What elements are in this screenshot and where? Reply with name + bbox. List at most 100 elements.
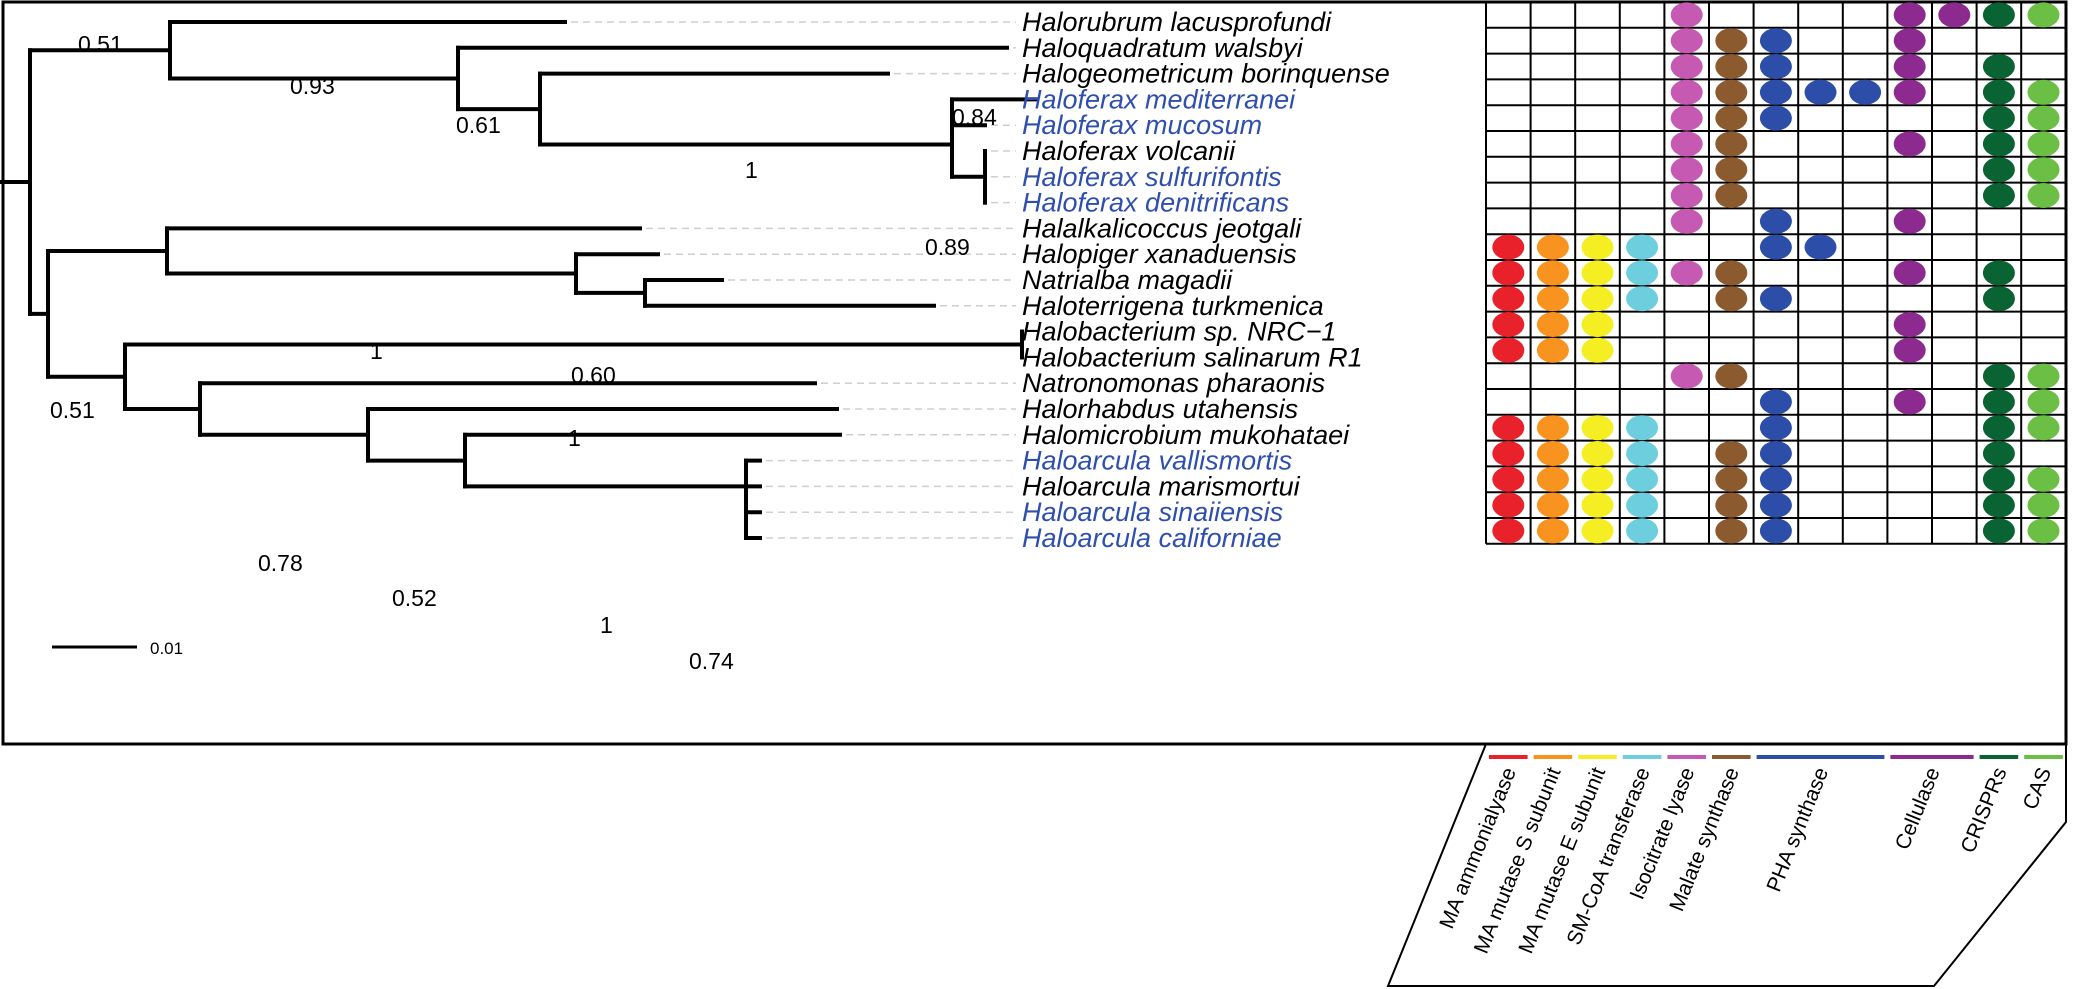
gene-dot <box>1759 208 1792 234</box>
gene-dot <box>1670 2 1703 28</box>
gene-dot <box>1982 363 2015 389</box>
gene-dot <box>1581 234 1614 260</box>
gene-dot <box>1982 389 2015 415</box>
gene-dot <box>1626 234 1659 260</box>
taxon-label: Halalkalicoccus jeotgali <box>1022 213 1302 243</box>
gene-dot <box>1982 415 2015 441</box>
gene-dot <box>2027 131 2060 157</box>
gene-dot <box>1715 466 1748 492</box>
gene-dot <box>1581 466 1614 492</box>
gene-dot <box>2027 466 2060 492</box>
gene-dot <box>1715 183 1748 208</box>
gene-dot <box>1626 518 1659 544</box>
gene-dot <box>1893 337 1926 363</box>
gene-dot <box>2027 389 2060 415</box>
column-label: CRISPRs <box>1957 764 2012 856</box>
gene-dot <box>1492 518 1525 544</box>
gene-dot <box>1759 441 1792 466</box>
taxon-label: Natrialba magadii <box>1022 265 1233 295</box>
tree-branches <box>0 20 1039 540</box>
taxon-label: Haloferax volcanii <box>1022 136 1236 166</box>
gene-dot <box>1536 337 1569 363</box>
gene-dot <box>1982 2 2015 28</box>
gene-dot <box>1492 415 1525 441</box>
gene-dot <box>2027 363 2060 389</box>
gene-dot <box>1759 492 1792 518</box>
gene-dot <box>1492 441 1525 466</box>
gene-dot <box>1982 466 2015 492</box>
gene-dot <box>1670 260 1703 286</box>
taxon-label: Natronomonas pharaonis <box>1022 368 1325 398</box>
gene-dot <box>1581 415 1614 441</box>
gene-dot <box>1670 28 1703 54</box>
taxon-label: Halorubrum lacusprofundi <box>1022 7 1332 37</box>
taxon-label: Halorhabdus utahensis <box>1022 394 1298 424</box>
gene-dot <box>1715 492 1748 518</box>
gene-dot <box>2027 2 2060 28</box>
gene-dot <box>1893 260 1926 286</box>
column-label: Cellulase <box>1891 764 1945 853</box>
support-value: 0.51 <box>50 397 95 423</box>
gene-dot <box>1536 260 1569 286</box>
gene-dot <box>1715 131 1748 157</box>
gene-dot <box>1536 415 1569 441</box>
leader-lines <box>571 21 1016 539</box>
gene-dot <box>1715 79 1748 105</box>
support-value: 0.89 <box>925 234 970 260</box>
taxon-label: Haloferax sulfurifontis <box>1022 162 1282 192</box>
gene-dot <box>1893 131 1926 157</box>
gene-dot <box>1982 518 2015 544</box>
gene-dot <box>1715 363 1748 389</box>
gene-dot <box>1581 337 1614 363</box>
support-values: 0.51 0.93 0.61 0.84 1 0.89 0.51 1 0.60 1 0.78 0.52 1… <box>50 31 997 674</box>
gene-dot <box>1581 286 1614 312</box>
gene-dot <box>1759 286 1792 312</box>
gene-dot <box>1893 28 1926 54</box>
taxon-label: Halopiger xanaduensis <box>1022 239 1297 269</box>
gene-dot <box>1893 79 1926 105</box>
support-value: 0.84 <box>952 104 997 130</box>
gene-dot <box>1759 105 1792 131</box>
taxon-label: Haloferax mediterranei <box>1022 84 1296 114</box>
gene-dot <box>1982 54 2015 79</box>
gene-dot <box>2027 157 2060 183</box>
gene-dot <box>1759 234 1792 260</box>
scale-bar-label: 0.01 <box>150 639 183 658</box>
taxon-label: Haloarcula marismortui <box>1022 471 1301 501</box>
gene-dot <box>1715 28 1748 54</box>
gene-dot <box>1492 337 1525 363</box>
gene-dot <box>2027 518 2060 544</box>
taxon-label: Haloarcula sinaiiensis <box>1022 497 1283 527</box>
support-value: 0.74 <box>689 648 734 674</box>
gene-dot <box>1581 441 1614 466</box>
gene-dot <box>1715 518 1748 544</box>
column-label: PHA synthase <box>1762 764 1833 895</box>
gene-dot <box>1715 260 1748 286</box>
support-value: 1 <box>600 612 613 638</box>
gene-dot <box>1715 54 1748 79</box>
support-value: 0.93 <box>290 73 335 99</box>
gene-dot <box>1581 518 1614 544</box>
gene-dot <box>1492 234 1525 260</box>
gene-dot <box>1536 441 1569 466</box>
gene-dot <box>1759 79 1792 105</box>
gene-dot <box>1982 441 2015 466</box>
gene-dot <box>1626 492 1659 518</box>
gene-dot <box>1982 492 2015 518</box>
gene-dot <box>1670 183 1703 208</box>
support-value: 0.52 <box>392 585 437 611</box>
gene-dot <box>1626 466 1659 492</box>
gene-dot <box>1581 260 1614 286</box>
legend-frame <box>1386 743 2067 987</box>
gene-dot <box>2027 492 2060 518</box>
gene-dot <box>1626 260 1659 286</box>
gene-dot <box>1715 157 1748 183</box>
gene-dot <box>1759 415 1792 441</box>
gene-dot <box>1536 492 1569 518</box>
gene-dot <box>1492 286 1525 312</box>
gene-dot <box>2027 105 2060 131</box>
gene-dot <box>1492 492 1525 518</box>
support-value: 0.78 <box>258 550 303 576</box>
